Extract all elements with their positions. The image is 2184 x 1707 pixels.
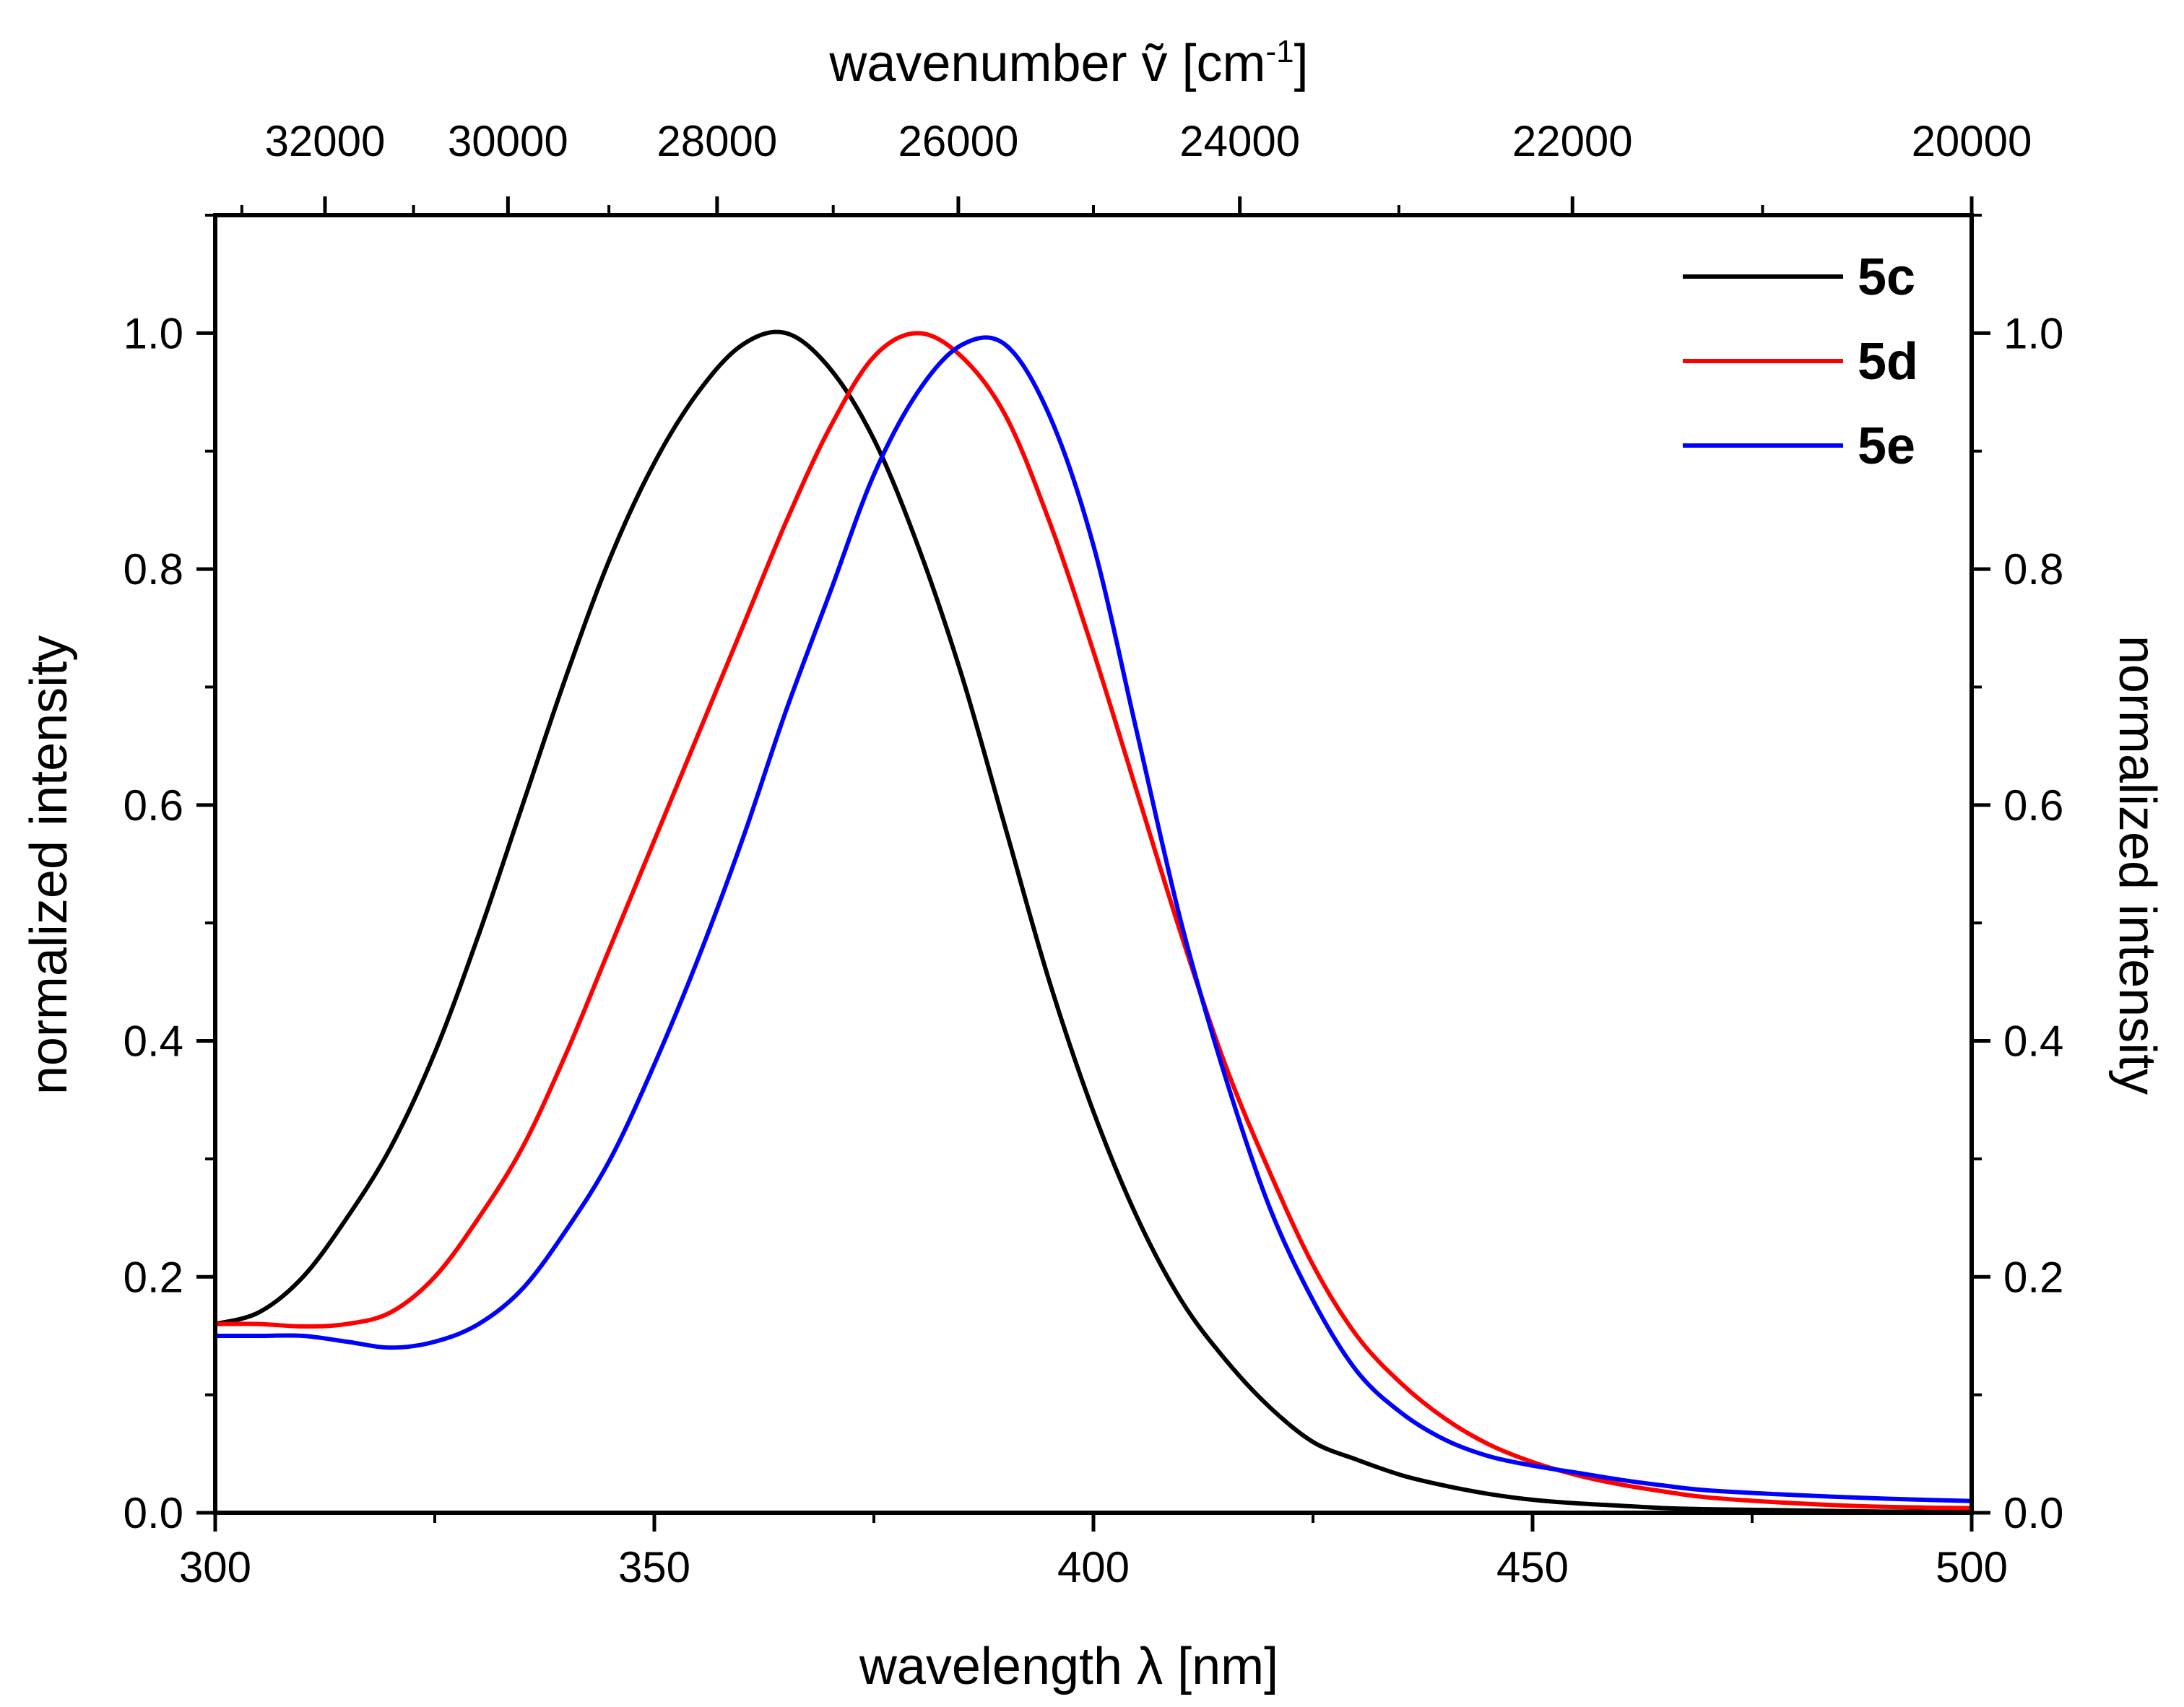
- y-tick-label-left: 0.0: [124, 1489, 183, 1537]
- x-tick-label: 450: [1496, 1543, 1569, 1591]
- top-tick-label: 30000: [448, 117, 568, 165]
- y-tick-label-right: 0.8: [2003, 545, 2063, 594]
- y-axis-title-left: normalized intensity: [20, 635, 78, 1095]
- y-axis-title-right: normalized intensity: [2108, 635, 2166, 1095]
- top-axis-title-close: ]: [1294, 35, 1309, 92]
- legend-label-5d: 5d: [1858, 333, 1918, 391]
- series-layer: [214, 329, 1972, 1514]
- y-tick-label-left: 0.2: [124, 1253, 183, 1301]
- top-tick-label: 26000: [898, 117, 1018, 165]
- legend-label-5e: 5e: [1858, 417, 1915, 475]
- y-tick-label-left: 0.4: [124, 1017, 183, 1066]
- series-line-5d: [214, 331, 1972, 1511]
- y-tick-label-left: 0.6: [124, 781, 183, 830]
- y-tick-label-right: 0.6: [2003, 781, 2063, 830]
- top-axis-title-unit: [cm: [1168, 35, 1266, 92]
- x-tick-label: 400: [1057, 1543, 1130, 1591]
- x-tick-label: 300: [179, 1543, 251, 1591]
- y-tick-label-right: 0.0: [2003, 1489, 2063, 1537]
- x-tick-label: 350: [618, 1543, 690, 1591]
- y-tick-label-right: 0.4: [2003, 1017, 2063, 1066]
- series-line-5e: [214, 335, 1972, 1503]
- label-layer: 300 350 400 450 500 0.0 0.0 0.2 0.2 0.4 0.4 0.6 0.6 0…: [124, 117, 2064, 1591]
- top-tick-label: 20000: [1912, 117, 2032, 165]
- y-tick-label-left: 1.0: [124, 309, 183, 357]
- top-axis-title-main: wavenumber: [828, 35, 1141, 92]
- legend: 5c 5d 5e: [1683, 248, 1918, 475]
- top-axis-title-sup: -1: [1266, 34, 1294, 69]
- x-axis-title: wavelength λ [nm]: [859, 1638, 1278, 1695]
- top-axis-title-symbol: ṽ: [1142, 35, 1168, 92]
- top-tick-label: 24000: [1179, 117, 1300, 165]
- series-line-5c: [214, 329, 1972, 1514]
- top-tick-label: 28000: [656, 117, 777, 165]
- y-tick-label-left: 0.8: [124, 545, 183, 594]
- top-tick-label: 32000: [265, 117, 386, 165]
- y-tick-label-right: 0.2: [2003, 1253, 2063, 1301]
- top-axis-title: wavenumber ṽ [cm-1]: [828, 34, 1308, 92]
- legend-label-5c: 5c: [1858, 248, 1915, 306]
- plot-frame: [213, 213, 1974, 1515]
- x-tick-label: 500: [1936, 1543, 2008, 1591]
- y-tick-label-right: 1.0: [2003, 309, 2063, 357]
- top-tick-label: 22000: [1512, 117, 1633, 165]
